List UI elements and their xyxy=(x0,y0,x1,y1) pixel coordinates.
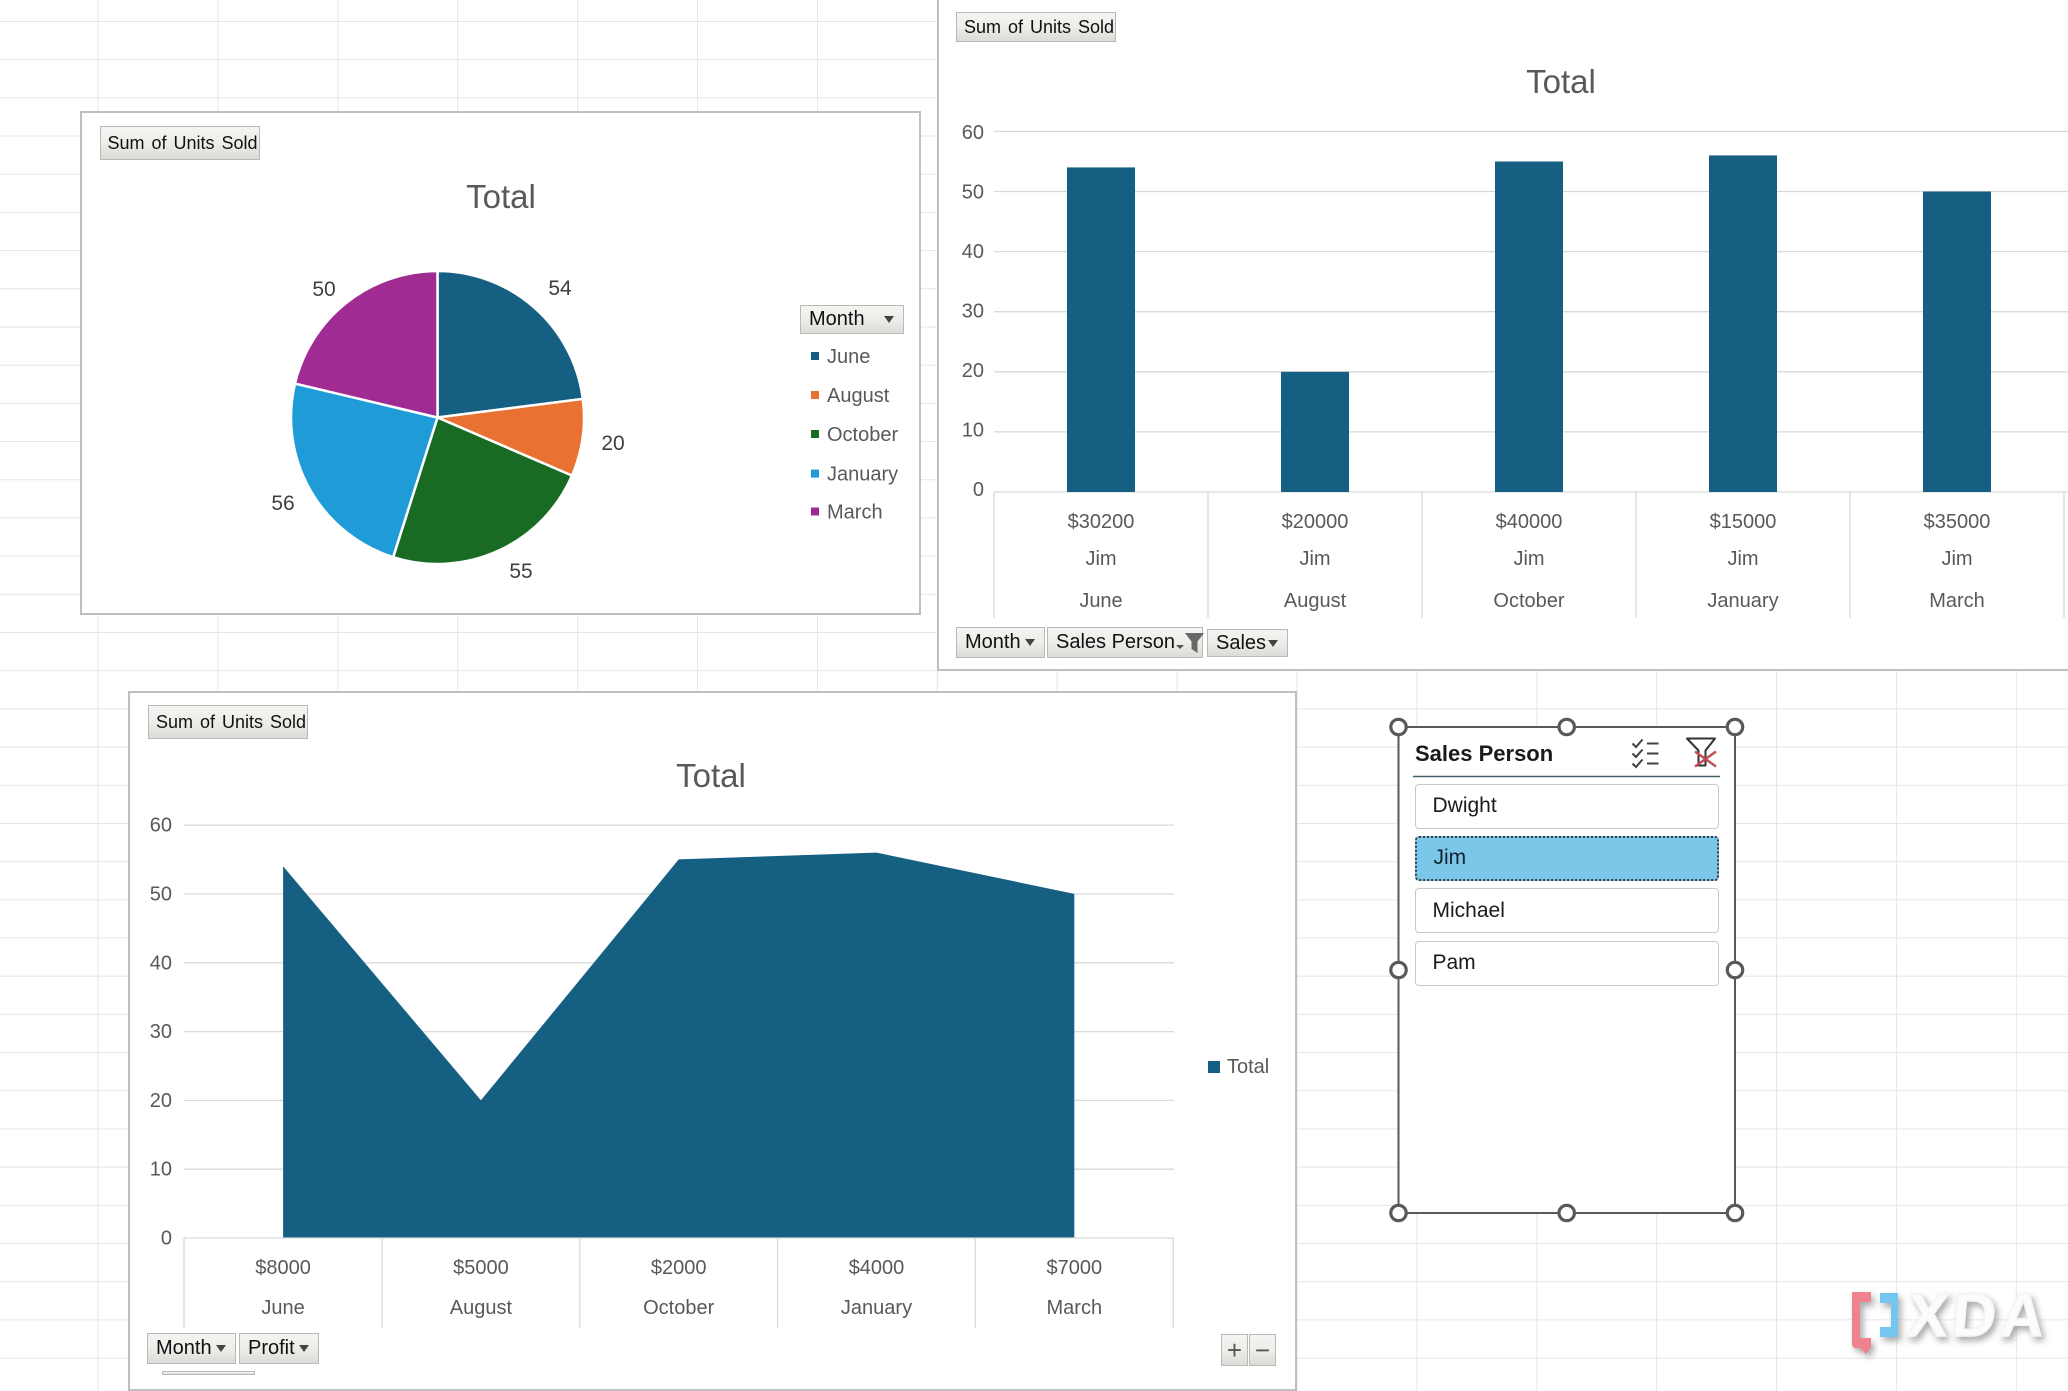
svg-text:50: 50 xyxy=(150,884,172,906)
svg-text:40: 40 xyxy=(962,241,984,263)
svg-text:$40000: $40000 xyxy=(1496,511,1563,533)
svg-text:Jim: Jim xyxy=(1085,548,1116,570)
svg-text:June: June xyxy=(261,1297,304,1319)
svg-text:Total: Total xyxy=(1526,63,1596,100)
svg-text:$4000: $4000 xyxy=(849,1257,905,1279)
svg-text:August: August xyxy=(827,385,890,407)
svg-text:January: January xyxy=(1707,590,1778,612)
svg-text:January: January xyxy=(827,464,898,486)
svg-text:20: 20 xyxy=(601,432,624,455)
svg-text:Jim: Jim xyxy=(1299,548,1330,570)
svg-text:August: August xyxy=(450,1297,513,1319)
svg-text:March: March xyxy=(827,502,883,524)
svg-text:50: 50 xyxy=(962,182,984,204)
svg-text:$7000: $7000 xyxy=(1046,1257,1102,1279)
svg-text:60: 60 xyxy=(962,122,984,144)
svg-text:55: 55 xyxy=(509,560,532,583)
svg-text:$35000: $35000 xyxy=(1924,511,1991,533)
svg-text:January: January xyxy=(841,1297,912,1319)
svg-text:56: 56 xyxy=(271,492,294,515)
svg-text:Sales Person: Sales Person xyxy=(1415,741,1553,766)
svg-text:October: October xyxy=(827,424,898,446)
svg-text:Jim: Jim xyxy=(1941,548,1972,570)
svg-text:$8000: $8000 xyxy=(255,1257,311,1279)
svg-text:Jim: Jim xyxy=(1727,548,1758,570)
svg-text:10: 10 xyxy=(150,1159,172,1181)
svg-text:30: 30 xyxy=(150,1021,172,1043)
svg-text:20: 20 xyxy=(962,360,984,382)
svg-text:Total: Total xyxy=(466,178,536,215)
svg-text:October: October xyxy=(1493,590,1564,612)
svg-text:$15000: $15000 xyxy=(1710,511,1777,533)
svg-text:20: 20 xyxy=(150,1090,172,1112)
svg-text:Total: Total xyxy=(1227,1056,1269,1078)
svg-text:August: August xyxy=(1284,590,1347,612)
svg-text:$5000: $5000 xyxy=(453,1257,509,1279)
svg-text:50: 50 xyxy=(312,278,335,301)
svg-text:June: June xyxy=(1079,590,1122,612)
svg-text:June: June xyxy=(827,346,870,368)
svg-text:30: 30 xyxy=(962,301,984,323)
svg-text:March: March xyxy=(1047,1297,1103,1319)
svg-text:60: 60 xyxy=(150,815,172,837)
svg-text:Total: Total xyxy=(676,757,746,794)
svg-text:0: 0 xyxy=(161,1228,172,1250)
svg-text:0: 0 xyxy=(973,479,984,501)
svg-text:54: 54 xyxy=(548,277,572,300)
svg-text:March: March xyxy=(1929,590,1985,612)
svg-text:40: 40 xyxy=(150,952,172,974)
svg-text:$30200: $30200 xyxy=(1068,511,1135,533)
svg-text:$20000: $20000 xyxy=(1282,511,1349,533)
svg-text:Jim: Jim xyxy=(1513,548,1544,570)
svg-text:10: 10 xyxy=(962,420,984,442)
svg-text:XDA: XDA xyxy=(1905,1282,2052,1349)
svg-text:$2000: $2000 xyxy=(651,1257,707,1279)
svg-text:October: October xyxy=(643,1297,714,1319)
